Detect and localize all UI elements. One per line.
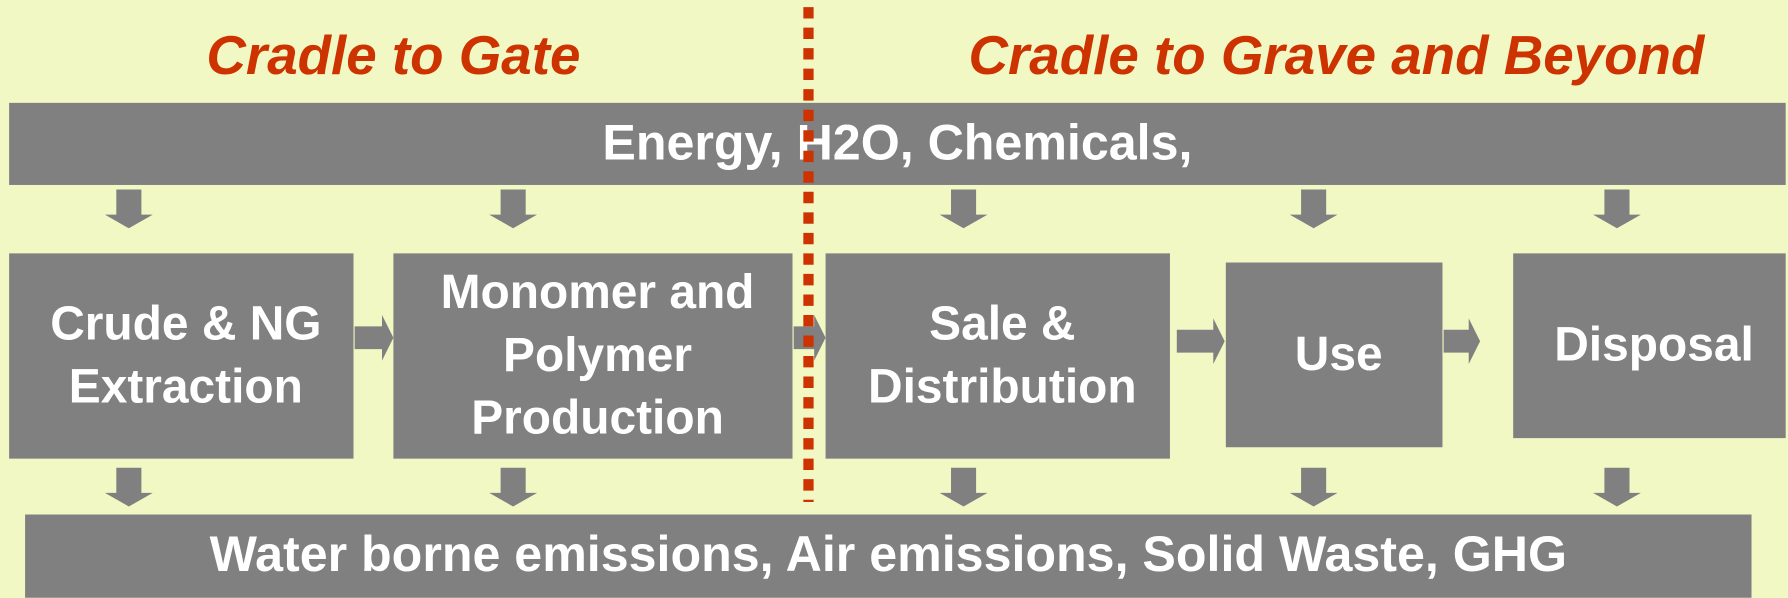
stages: Crude & NG Extraction Monomer and Polymer Pr… [9, 253, 1786, 459]
stage-label: Monomer and [441, 266, 755, 319]
stage-box [825, 253, 1170, 459]
arrow [1289, 467, 1338, 507]
stage-box [1225, 262, 1443, 448]
down-arrows [104, 189, 1641, 507]
arrow [489, 467, 538, 507]
arrow [939, 189, 988, 229]
section-title: Cradle to Grave and Beyond [969, 24, 1706, 86]
arrow [489, 189, 538, 229]
arrow [354, 314, 394, 361]
arrow [1593, 467, 1641, 507]
stage-label: Use [1295, 328, 1383, 381]
stage-label: Distribution [868, 360, 1137, 413]
arrow [939, 467, 988, 507]
stage-label: Production [471, 392, 724, 445]
stage-label: Polymer [503, 329, 692, 382]
stage-box [393, 253, 793, 459]
stage-label: Extraction [69, 360, 303, 413]
arrow [1593, 189, 1641, 229]
outputs-bar [25, 514, 1752, 598]
outputs-text: Water borne emissions, Air emissions, So… [210, 526, 1567, 582]
arrow [104, 189, 153, 229]
inputs-bar [9, 102, 1786, 185]
stage-label: Disposal [1554, 319, 1754, 372]
stage-label: Crude & NG [50, 298, 321, 351]
arrow [1289, 189, 1338, 229]
stage-box [1513, 253, 1786, 439]
arrow [104, 467, 153, 507]
stage-box [9, 253, 354, 459]
arrow [1176, 318, 1225, 364]
section-title: Cradle to Gate [206, 24, 580, 86]
arrow [1443, 318, 1481, 364]
stage-label: Sale & [929, 298, 1075, 351]
inputs-text: Energy, H2O, Chemicals, [602, 114, 1192, 170]
